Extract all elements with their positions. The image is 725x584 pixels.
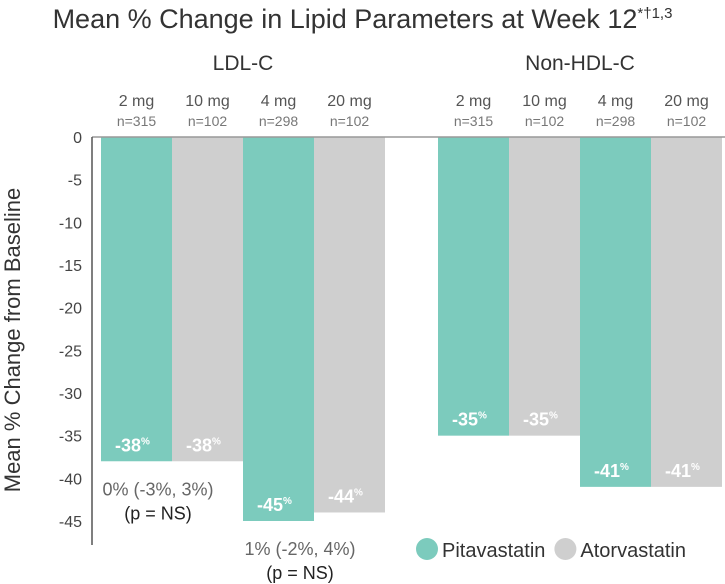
y-tick-label: -45 [59,514,82,531]
group-label: Non-HDL-C [525,52,635,75]
n-label: n=102 [330,113,370,129]
y-tick-label: -20 [59,301,82,318]
p-value-annotation: (p = NS) [124,503,192,523]
y-tick-label: -10 [59,215,82,232]
bar [509,137,580,436]
bar [651,137,722,487]
dose-label: 10 mg [185,93,229,110]
dose-label: 20 mg [327,93,371,110]
n-label: n=298 [259,113,299,129]
p-value-annotation: (p = NS) [266,563,334,583]
bar [101,137,172,462]
dose-label: 20 mg [664,93,708,110]
dose-label: 4 mg [598,93,634,110]
dose-label: 10 mg [522,93,566,110]
y-tick-label: -30 [59,386,82,403]
n-label: n=102 [188,113,228,129]
dose-label: 2 mg [456,93,492,110]
legend-swatch [416,538,438,560]
bar [314,137,385,513]
legend-label: Pitavastatin [442,540,545,562]
dose-label: 2 mg [119,93,155,110]
title-superscript: *†1,3 [637,5,673,22]
n-label: n=298 [596,113,636,129]
n-label: n=102 [525,113,565,129]
y-tick-label: -25 [59,343,82,360]
bar [243,137,314,521]
y-tick-label: -35 [59,429,82,446]
n-label: n=315 [454,113,494,129]
y-tick-label: -5 [68,173,82,190]
chart-title: Mean % Change in Lipid Parameters at Wee… [0,4,725,35]
bar [580,137,651,487]
y-axis-label: Mean % Change from Baseline [0,188,25,493]
y-tick-label: -15 [59,258,82,275]
comparison-annotation: 0% (-3%, 3%) [102,479,213,499]
legend-label: Atorvastatin [580,540,686,562]
dose-label: 4 mg [261,93,297,110]
y-tick-label: 0 [73,130,82,147]
n-label: n=315 [117,113,157,129]
comparison-annotation: 1% (-2%, 4%) [244,539,355,559]
bar [438,137,509,436]
n-label: n=102 [667,113,707,129]
legend-swatch [554,538,577,560]
y-tick-label: -40 [59,471,82,488]
group-label: LDL-C [213,52,274,75]
title-text: Mean % Change in Lipid Parameters at Wee… [52,4,638,34]
bar [172,137,243,462]
